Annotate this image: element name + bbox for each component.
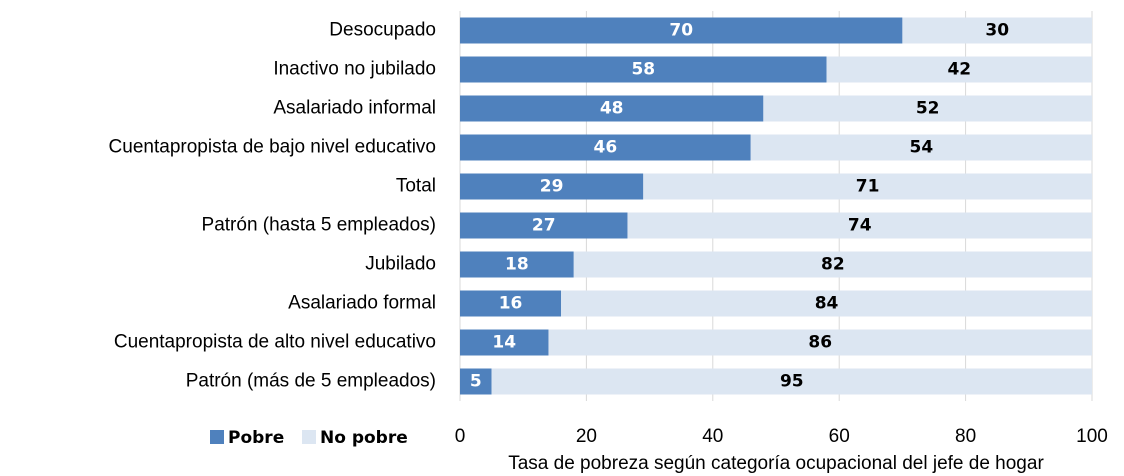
data-label: 86 bbox=[808, 333, 832, 353]
bar-segment bbox=[491, 368, 1093, 395]
bar-segment bbox=[561, 290, 1092, 317]
bar-segment bbox=[573, 251, 1092, 278]
data-label: 16 bbox=[499, 294, 523, 314]
x-tick-label: 60 bbox=[829, 426, 850, 447]
data-label: 58 bbox=[631, 60, 655, 80]
data-label: 71 bbox=[856, 177, 880, 197]
bar-segment bbox=[643, 173, 1092, 200]
data-label: 82 bbox=[821, 255, 845, 275]
y-tick-label: Asalariado formal bbox=[288, 293, 436, 314]
bar-segment bbox=[460, 95, 764, 122]
bar-segment bbox=[826, 56, 1092, 83]
bar-segment bbox=[460, 329, 549, 356]
y-tick-label: Patrón (más de 5 empleados) bbox=[186, 371, 436, 392]
bar-segment bbox=[627, 212, 1092, 239]
x-tick-label: 100 bbox=[1076, 426, 1108, 447]
data-label: 5 bbox=[470, 372, 482, 392]
bar-segment bbox=[460, 56, 827, 83]
bar-segment bbox=[548, 329, 1092, 356]
bar-segment bbox=[460, 173, 644, 200]
data-label: 95 bbox=[780, 372, 804, 392]
y-tick-label: Patrón (hasta 5 empleados) bbox=[202, 215, 436, 236]
y-tick-label: Total bbox=[396, 176, 436, 197]
data-label: 27 bbox=[532, 216, 556, 236]
bar-segment bbox=[902, 17, 1092, 44]
x-tick-label: 0 bbox=[455, 426, 466, 447]
data-label: 46 bbox=[594, 138, 618, 158]
data-label: 29 bbox=[540, 177, 564, 197]
y-tick-label: Desocupado bbox=[329, 20, 436, 41]
y-tick-label: Inactivo no jubilado bbox=[273, 59, 436, 80]
bar-segment bbox=[460, 134, 751, 161]
y-tick-label: Cuentapropista de bajo nivel educativo bbox=[109, 137, 436, 158]
data-label: 52 bbox=[916, 99, 940, 119]
bar-segment bbox=[750, 134, 1092, 161]
data-label: 18 bbox=[505, 255, 529, 275]
x-tick-label: 80 bbox=[955, 426, 976, 447]
bar-segment bbox=[460, 212, 628, 239]
x-tick-label: 20 bbox=[576, 426, 597, 447]
data-label: 42 bbox=[947, 60, 971, 80]
y-tick-label: Asalariado informal bbox=[273, 98, 436, 119]
legend-label: Pobre bbox=[228, 428, 284, 448]
data-label: 54 bbox=[910, 138, 934, 158]
data-label: 48 bbox=[600, 99, 624, 119]
data-label: 74 bbox=[848, 216, 872, 236]
x-tick-label: 40 bbox=[702, 426, 723, 447]
data-label: 84 bbox=[815, 294, 839, 314]
bar-segment bbox=[763, 95, 1092, 122]
legend-swatch bbox=[210, 430, 224, 444]
y-tick-label: Jubilado bbox=[365, 254, 436, 275]
bar-segment bbox=[460, 290, 562, 317]
data-label: 14 bbox=[492, 333, 516, 353]
bar-segment bbox=[460, 17, 903, 44]
legend-label: No pobre bbox=[320, 428, 408, 448]
y-tick-label: Cuentapropista de alto nivel educativo bbox=[114, 332, 436, 353]
legend-swatch bbox=[302, 430, 316, 444]
data-label: 30 bbox=[985, 21, 1009, 41]
x-axis-title: Tasa de pobreza según categoría ocupacio… bbox=[508, 453, 1044, 474]
bar-segment bbox=[460, 368, 492, 395]
data-label: 70 bbox=[669, 21, 693, 41]
bar-segment bbox=[460, 251, 574, 278]
